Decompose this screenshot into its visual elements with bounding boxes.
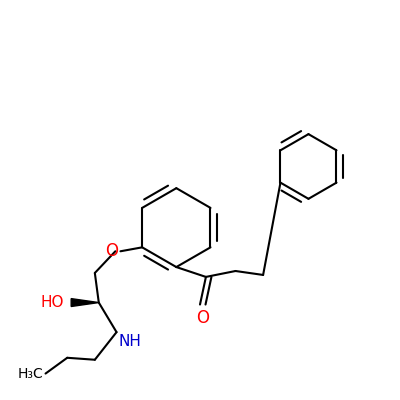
Text: H₃C: H₃C	[18, 366, 44, 380]
Polygon shape	[71, 299, 99, 306]
Text: HO: HO	[40, 295, 64, 310]
Text: O: O	[106, 242, 118, 260]
Text: NH: NH	[118, 334, 141, 349]
Text: O: O	[196, 309, 209, 327]
